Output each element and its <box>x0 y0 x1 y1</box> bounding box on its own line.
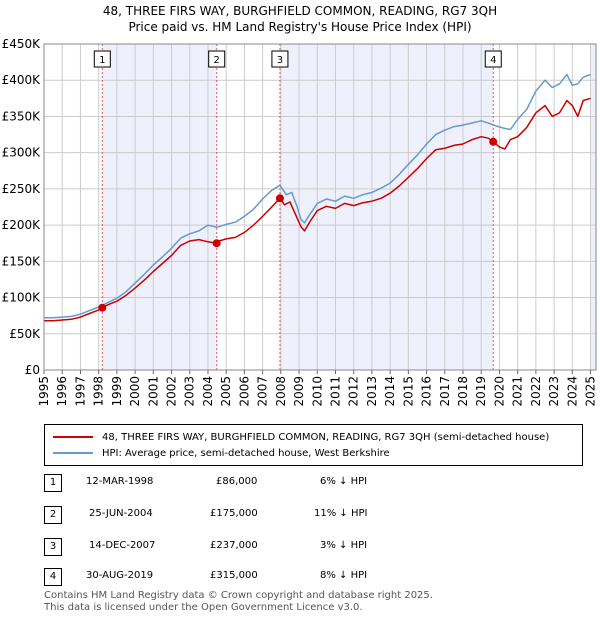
transaction-row: 2 25-JUN-2004 £175,000 11% ↓ HPI <box>44 506 584 524</box>
transaction-hpi: 8% ↓ HPI <box>320 570 368 581</box>
x-tick-label: 2006 <box>237 376 251 407</box>
transaction-row: 3 14-DEC-2007 £237,000 3% ↓ HPI <box>44 538 584 556</box>
x-tick-label: 2011 <box>328 376 342 407</box>
legend-item-property: 48, THREE FIRS WAY, BURGHFIELD COMMON, R… <box>53 430 549 444</box>
y-tick-label: £250K <box>2 182 42 196</box>
marker-label: 3 <box>277 55 283 66</box>
x-tick-label: 2013 <box>365 376 379 407</box>
y-tick-label: £300K <box>2 146 42 160</box>
transaction-number: 4 <box>44 568 62 586</box>
x-tick-label: 2008 <box>274 376 288 407</box>
shaded-span <box>102 44 217 370</box>
x-tick-label: 2003 <box>183 376 197 407</box>
transaction-row: 4 30-AUG-2019 £315,000 8% ↓ HPI <box>44 568 584 586</box>
legend-label-hpi: HPI: Average price, semi-detached house,… <box>102 447 390 459</box>
x-tick-label: 2022 <box>529 376 543 407</box>
x-tick-label: 2024 <box>565 376 579 407</box>
transaction-row: 1 12-MAR-1998 £86,000 6% ↓ HPI <box>44 474 584 492</box>
marker-box <box>93 50 111 68</box>
transaction-price: £237,000 <box>210 540 258 551</box>
x-tick-label: 2015 <box>401 376 415 407</box>
legend-swatch-hpi <box>53 452 93 454</box>
x-tick-label: 2012 <box>347 376 361 407</box>
x-tick-label: 2020 <box>492 376 506 407</box>
y-tick-label: £450K <box>2 37 42 51</box>
marker-label: 4 <box>490 55 496 66</box>
legend: 48, THREE FIRS WAY, BURGHFIELD COMMON, R… <box>44 424 583 466</box>
y-tick-label: £200K <box>2 218 42 232</box>
legend-swatch-property <box>53 436 93 438</box>
property-series-line <box>44 97 591 322</box>
sale-point <box>275 194 284 203</box>
plot-border <box>43 43 597 371</box>
footer-copyright: Contains HM Land Registry data © Crown c… <box>44 590 433 601</box>
shaded-span <box>279 44 494 370</box>
x-tick-label: 1997 <box>73 376 87 407</box>
x-tick-label: 2004 <box>201 376 215 407</box>
x-tick-label: 1999 <box>110 376 124 407</box>
marker-box <box>271 50 289 68</box>
sale-point <box>98 303 107 312</box>
marker-label: 1 <box>99 55 105 66</box>
sale-point <box>212 239 221 248</box>
transaction-date: 12-MAR-1998 <box>86 476 154 487</box>
shaded-span <box>590 44 596 370</box>
x-tick-label: 2001 <box>146 376 160 407</box>
transaction-hpi: 6% ↓ HPI <box>320 476 368 487</box>
transaction-number: 2 <box>44 506 62 524</box>
transaction-hpi: 11% ↓ HPI <box>314 508 368 519</box>
x-tick-label: 2023 <box>547 376 561 407</box>
chart-title: 48, THREE FIRS WAY, BURGHFIELD COMMON, R… <box>102 4 498 18</box>
x-tick-label: 1995 <box>37 376 51 407</box>
x-tick-label: 2002 <box>165 376 179 407</box>
y-tick-label: £350K <box>2 109 42 123</box>
x-tick-label: 2021 <box>511 376 525 407</box>
x-tick-label: 2005 <box>219 376 233 407</box>
transaction-price: £175,000 <box>210 508 258 519</box>
footer-licence: This data is licensed under the Open Gov… <box>44 602 363 613</box>
y-tick-label: £100K <box>2 291 42 305</box>
transaction-date: 25-JUN-2004 <box>89 508 153 519</box>
marker-box <box>484 50 502 68</box>
x-tick-label: 2010 <box>310 376 324 407</box>
marker-label: 2 <box>214 55 220 66</box>
legend-item-hpi: HPI: Average price, semi-detached house,… <box>53 446 390 460</box>
hpi-series-line <box>44 73 591 319</box>
x-tick-label: 2014 <box>383 376 397 407</box>
x-tick-label: 1996 <box>55 376 69 407</box>
x-tick-label: 2000 <box>128 376 142 407</box>
x-tick-label: 1998 <box>92 376 106 407</box>
transaction-date: 30-AUG-2019 <box>86 570 154 581</box>
x-tick-label: 2016 <box>420 376 434 407</box>
marker-box <box>208 50 226 68</box>
x-tick-label: 2017 <box>438 376 452 407</box>
transaction-number: 3 <box>44 538 62 556</box>
x-tick-label: 2025 <box>584 376 598 407</box>
transaction-date: 14-DEC-2007 <box>89 540 156 551</box>
y-tick-label: £0 <box>25 363 40 377</box>
transaction-price: £315,000 <box>210 570 258 581</box>
y-tick-label: £400K <box>2 73 42 87</box>
chart-subtitle: Price paid vs. HM Land Registry's House … <box>128 20 472 34</box>
legend-label-property: 48, THREE FIRS WAY, BURGHFIELD COMMON, R… <box>102 431 550 443</box>
transaction-number: 1 <box>44 474 62 492</box>
transaction-hpi: 3% ↓ HPI <box>320 540 368 551</box>
transaction-price: £86,000 <box>216 476 258 487</box>
y-tick-label: £50K <box>9 327 41 341</box>
x-tick-label: 2018 <box>456 376 470 407</box>
y-tick-label: £150K <box>2 254 42 268</box>
sale-point <box>489 137 498 146</box>
x-tick-label: 2007 <box>256 376 270 407</box>
x-tick-label: 2009 <box>292 376 306 407</box>
price-chart: £0 £50K £100K £150K £200K £250K £300K £350K £400… <box>2 37 598 407</box>
x-tick-label: 2019 <box>474 376 488 407</box>
